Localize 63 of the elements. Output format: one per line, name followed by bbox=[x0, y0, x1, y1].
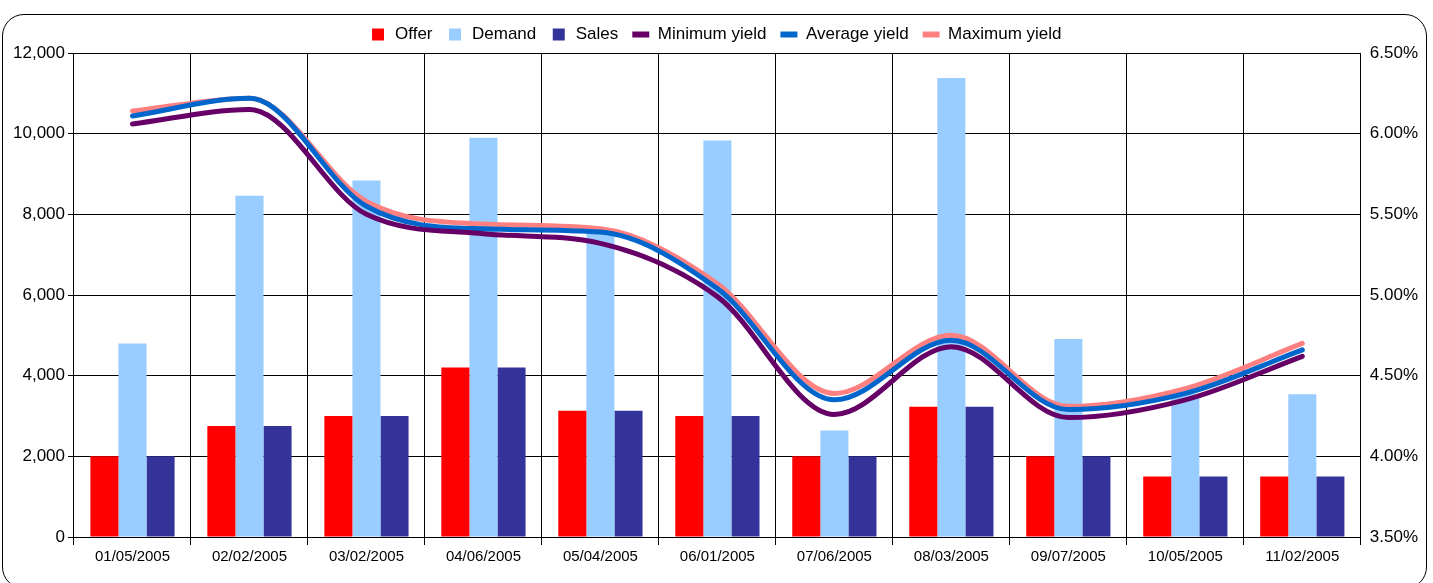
y2-tick-label: 4.50% bbox=[1369, 365, 1418, 385]
bar bbox=[558, 410, 587, 537]
y-tick-label: 8,000 bbox=[22, 204, 65, 224]
y-tick-label: 10,000 bbox=[13, 123, 65, 143]
bar bbox=[1316, 476, 1345, 537]
legend-label: Offer bbox=[395, 24, 433, 44]
y2-tick-label: 6.00% bbox=[1369, 123, 1418, 143]
y2-tick-label: 4.00% bbox=[1369, 446, 1418, 466]
legend-label: Demand bbox=[472, 24, 537, 44]
y-tick-label: 2,000 bbox=[22, 446, 65, 466]
bar bbox=[497, 367, 526, 537]
y2-tick-label: 5.50% bbox=[1369, 204, 1418, 224]
x-tick-label: 05/04/2005 bbox=[562, 547, 638, 565]
bar bbox=[703, 140, 732, 537]
bar bbox=[118, 343, 147, 537]
bar bbox=[441, 367, 470, 537]
x-tick-label: 04/06/2005 bbox=[445, 547, 521, 565]
bar bbox=[235, 195, 264, 537]
x-tick-label: 07/06/2005 bbox=[796, 547, 872, 565]
legend-label: Minimum yield bbox=[657, 24, 767, 44]
bar bbox=[146, 456, 175, 537]
bar bbox=[1054, 338, 1083, 537]
y-tick-label: 0 bbox=[55, 526, 65, 546]
bar bbox=[1288, 394, 1317, 537]
x-tick-label: 09/07/2005 bbox=[1030, 547, 1106, 565]
bar bbox=[792, 456, 821, 537]
x-tick-label: 10/05/2005 bbox=[1147, 547, 1223, 565]
legend-label: Sales bbox=[575, 24, 619, 44]
y-tick-label: 12,000 bbox=[13, 42, 65, 62]
legend-label: Maximum yield bbox=[948, 24, 1062, 44]
y2-tick-label: 3.50% bbox=[1369, 526, 1418, 546]
bar bbox=[820, 430, 849, 537]
bar bbox=[207, 426, 236, 537]
bar bbox=[469, 137, 498, 537]
bar bbox=[848, 456, 877, 537]
x-tick-label: 06/01/2005 bbox=[679, 547, 755, 565]
bar bbox=[1199, 476, 1228, 537]
x-tick-label: 01/05/2005 bbox=[94, 547, 171, 565]
legend-label: Average yield bbox=[805, 24, 909, 44]
x-tick-label: 02/02/2005 bbox=[211, 547, 288, 565]
bar bbox=[1171, 394, 1200, 537]
bar bbox=[352, 180, 381, 537]
bar bbox=[1143, 476, 1172, 537]
y2-tick-label: 6.50% bbox=[1369, 42, 1418, 62]
bar bbox=[965, 406, 994, 537]
x-tick-label: 11/02/2005 bbox=[1265, 547, 1340, 565]
bar bbox=[675, 416, 704, 537]
bar bbox=[263, 426, 292, 537]
bar bbox=[937, 78, 966, 537]
bar bbox=[1260, 476, 1289, 537]
bar bbox=[380, 416, 409, 537]
bar bbox=[909, 406, 938, 537]
bar bbox=[614, 410, 643, 537]
x-tick-label: 08/03/2005 bbox=[913, 547, 989, 565]
x-tick-label: 03/02/2005 bbox=[328, 547, 404, 565]
bar bbox=[90, 456, 119, 537]
bar bbox=[731, 416, 760, 537]
y2-tick-label: 5.00% bbox=[1369, 284, 1418, 304]
y-tick-label: 6,000 bbox=[22, 284, 65, 304]
bar bbox=[324, 416, 353, 537]
bar bbox=[1026, 456, 1055, 537]
bar bbox=[1082, 456, 1111, 537]
y-tick-label: 4,000 bbox=[22, 365, 65, 385]
